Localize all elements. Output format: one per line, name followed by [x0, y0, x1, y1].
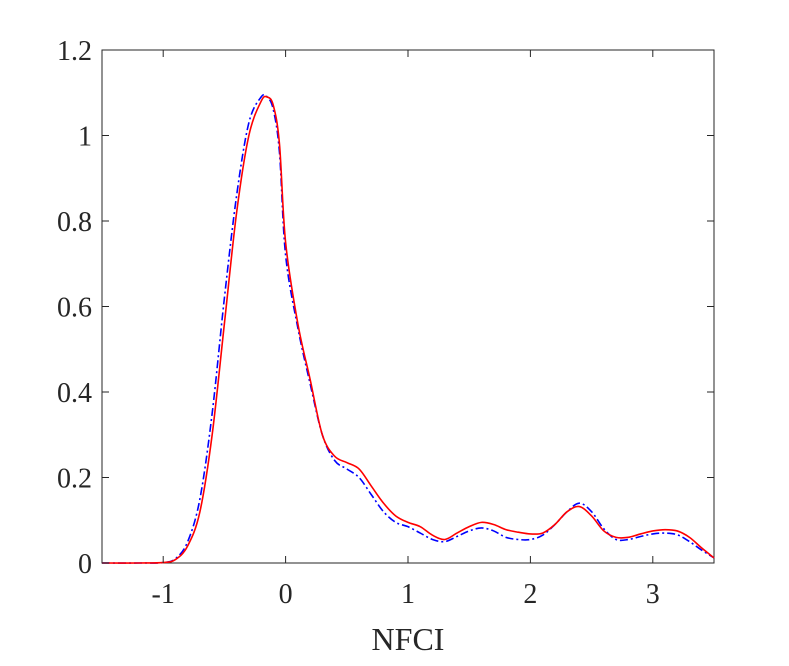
y-tick-label: 0.4: [57, 378, 92, 409]
x-tick-label: -1: [152, 579, 175, 610]
x-tick-label: 0: [279, 579, 293, 610]
y-tick-label: 0.8: [57, 207, 92, 238]
x-tick-label: 3: [646, 579, 660, 610]
x-axis-label: NFCI: [372, 621, 445, 657]
y-tick-label: 0: [78, 549, 92, 580]
plot-area-frame: [101, 49, 715, 564]
y-tick-label: 1: [78, 122, 92, 153]
series-line-1: [101, 95, 715, 564]
tick-layer: -1 0 1 2 3 0 0.2 0.4 0.6 0.8 1 1.2: [57, 36, 714, 610]
y-tick-label: 0.2: [57, 464, 92, 495]
series-layer: [101, 93, 715, 564]
plot-axes: [101, 49, 715, 564]
y-tick-label: 0.6: [57, 293, 92, 324]
y-tick-label: 1.2: [57, 36, 92, 67]
x-tick-label: 2: [523, 579, 537, 610]
x-tick-label: 1: [401, 579, 415, 610]
